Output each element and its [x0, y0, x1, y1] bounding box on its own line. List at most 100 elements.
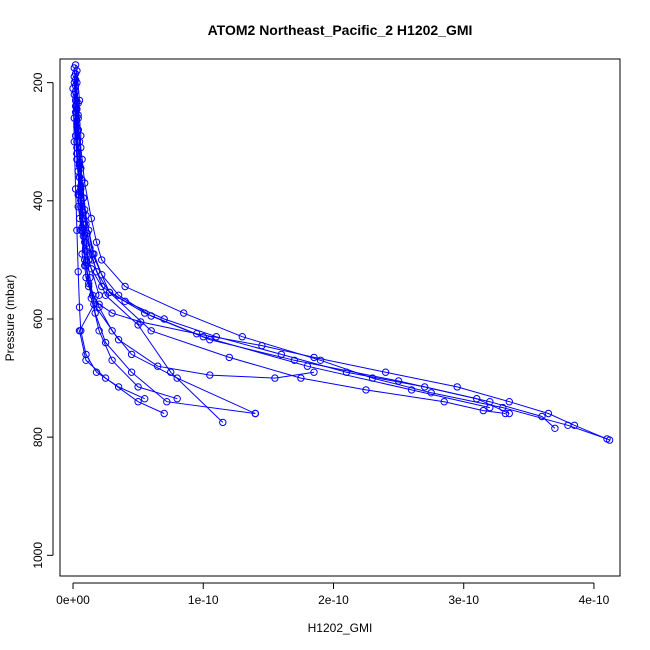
data-point	[141, 395, 149, 403]
data-point	[95, 291, 103, 299]
data-point	[121, 282, 129, 291]
x-tick-label: 4e-10	[579, 593, 610, 607]
data-point	[238, 333, 247, 341]
data-point	[101, 374, 110, 382]
x-axis-label: H1202_GMI	[308, 621, 373, 635]
y-tick-label: 400	[31, 190, 45, 210]
data-point	[91, 309, 99, 317]
data-point	[73, 155, 81, 164]
chart-title: ATOM2 Northeast_Pacific_2 H1202_GMI	[208, 22, 473, 38]
data-point	[381, 368, 390, 376]
data-point	[127, 368, 136, 376]
data-point	[154, 362, 162, 370]
data-point	[108, 327, 116, 335]
data-point	[310, 368, 318, 376]
data-point	[108, 309, 116, 317]
data-point	[73, 226, 81, 235]
x-tick-label: 1e-10	[188, 593, 219, 607]
x-tick-label: 0e+00	[56, 593, 90, 607]
data-point	[127, 350, 136, 359]
x-axis: 0e+00 1e-10 2e-10 3e-10 4e-10	[56, 582, 610, 607]
data-point	[499, 403, 507, 412]
data-point	[108, 356, 116, 364]
data-point	[88, 256, 97, 264]
series-line	[76, 109, 608, 440]
profile-series	[70, 114, 168, 418]
data-point	[82, 262, 90, 270]
plot-frame	[59, 58, 621, 577]
data-point	[173, 374, 181, 382]
data-point	[147, 312, 155, 320]
data-point	[316, 356, 325, 364]
data-point	[70, 114, 79, 122]
y-tick-label: 600	[31, 309, 45, 329]
data-point	[74, 268, 82, 276]
data-point	[551, 424, 559, 432]
data-point	[134, 398, 142, 406]
data-point	[421, 383, 429, 391]
data-point	[105, 288, 114, 297]
data-point	[538, 412, 546, 421]
data-point	[75, 191, 84, 199]
data-point	[77, 143, 85, 152]
data-point	[160, 409, 168, 418]
series-line	[75, 85, 315, 379]
data-point	[505, 398, 513, 406]
data-point	[87, 294, 96, 302]
data-point	[82, 273, 90, 282]
data-point	[85, 256, 93, 264]
profile-series	[71, 70, 494, 412]
data-point	[219, 418, 227, 427]
series-layer	[69, 61, 614, 444]
data-point	[368, 374, 377, 382]
data-point	[114, 336, 123, 344]
data-point	[453, 383, 461, 391]
data-point	[92, 238, 101, 246]
profile-series	[71, 81, 318, 382]
data-point	[251, 409, 260, 418]
y-axis-label: Pressure (mbar)	[3, 275, 17, 362]
data-point	[440, 398, 448, 406]
series-line	[73, 67, 556, 429]
data-point	[81, 179, 89, 187]
profile-series	[71, 96, 510, 418]
data-point	[75, 327, 84, 335]
data-point	[225, 353, 234, 362]
data-point	[199, 333, 208, 341]
y-tick-label: 1000	[31, 542, 45, 569]
data-point	[134, 383, 142, 391]
data-point	[101, 338, 110, 347]
series-line	[73, 82, 178, 400]
series-line	[73, 118, 165, 414]
data-point	[87, 214, 96, 223]
data-point	[486, 403, 494, 412]
data-point	[147, 327, 155, 335]
data-point	[505, 409, 513, 418]
y-tick-label: 200	[31, 72, 45, 92]
series-line	[73, 94, 256, 414]
data-point	[95, 327, 103, 335]
data-point	[81, 238, 89, 246]
data-point	[303, 362, 312, 370]
data-point	[297, 374, 305, 382]
data-point	[544, 409, 553, 418]
data-point	[501, 409, 510, 418]
y-axis: 200 400 600 800 1000	[31, 72, 54, 569]
data-point	[167, 368, 175, 376]
data-point	[134, 321, 142, 329]
data-point	[160, 315, 168, 323]
data-point	[180, 309, 188, 317]
data-point	[479, 406, 487, 415]
data-point	[98, 256, 106, 264]
series-line	[75, 64, 610, 441]
data-point	[75, 303, 84, 311]
profile-series	[70, 64, 559, 432]
data-point	[82, 356, 90, 364]
data-point	[206, 371, 214, 379]
profile-series	[73, 67, 513, 418]
data-point	[79, 220, 88, 229]
data-point	[427, 389, 435, 397]
data-point	[141, 309, 149, 317]
profile-series	[73, 105, 611, 443]
